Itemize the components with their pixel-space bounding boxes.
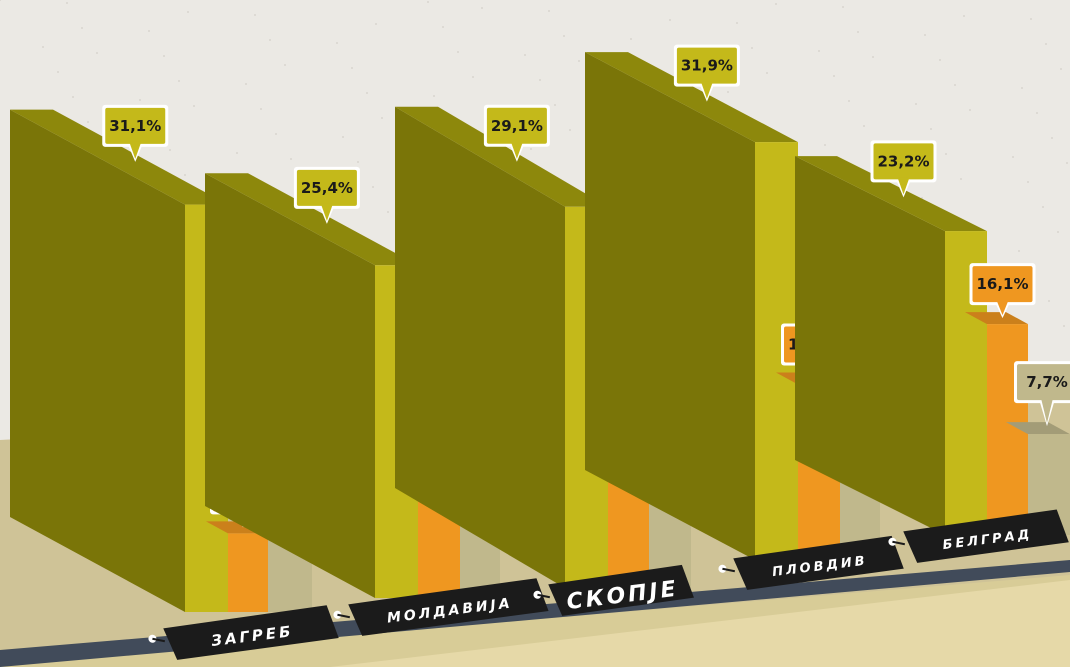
- texture-dot: [915, 103, 917, 105]
- texture-dot: [81, 27, 83, 29]
- texture-dot: [1036, 112, 1038, 114]
- texture-dot: [1063, 325, 1065, 327]
- texture-dot: [72, 96, 74, 98]
- texture-dot: [1018, 250, 1020, 252]
- texture-dot: [669, 19, 671, 21]
- texture-dot: [554, 104, 556, 106]
- texture-dot: [766, 72, 768, 74]
- texture-dot: [57, 71, 59, 73]
- texture-dot: [351, 67, 353, 69]
- texture-dot: [193, 105, 195, 107]
- texture-dot: [857, 31, 859, 33]
- label-orange-label: 16,1%: [976, 275, 1028, 293]
- texture-dot: [433, 95, 435, 97]
- texture-dot: [751, 47, 753, 49]
- texture-dot: [872, 56, 874, 58]
- texture-dot: [945, 153, 947, 155]
- texture-dot: [372, 186, 374, 188]
- texture-dot: [578, 60, 580, 62]
- label-beige-label: 7,7%: [1026, 373, 1068, 391]
- texture-dot: [863, 125, 865, 127]
- texture-dot: [569, 129, 571, 131]
- texture-dot: [457, 51, 459, 53]
- texture-dot: [1051, 137, 1053, 139]
- texture-dot: [42, 46, 44, 48]
- texture-dot: [775, 3, 777, 5]
- texture-dot: [1045, 43, 1047, 45]
- texture-dot: [548, 10, 550, 12]
- texture-dot: [833, 75, 835, 77]
- texture-dot: [290, 158, 292, 160]
- texture-dot: [924, 34, 926, 36]
- texture-dot: [375, 23, 377, 25]
- texture-dot: [427, 1, 429, 3]
- texture-dot: [148, 30, 150, 32]
- texture-dot: [1012, 156, 1014, 158]
- texture-dot: [1027, 181, 1029, 183]
- label-olive-label: 23,2%: [877, 152, 929, 170]
- texture-dot: [366, 92, 368, 94]
- texture-dot: [387, 211, 389, 213]
- texture-dot: [1030, 18, 1032, 20]
- texture-dot: [1021, 87, 1023, 89]
- texture-dot: [1042, 206, 1044, 208]
- texture-dot: [442, 26, 444, 28]
- texture-dot: [284, 64, 286, 66]
- texture-dot: [342, 136, 344, 138]
- texture-dot: [1057, 231, 1059, 233]
- texture-dot: [169, 149, 171, 151]
- texture-dot: [524, 54, 526, 56]
- texture-dot: [539, 79, 541, 81]
- texture-dot: [254, 14, 256, 16]
- texture-dot: [236, 152, 238, 154]
- label-olive-label: 29,1%: [491, 117, 543, 135]
- texture-dot: [530, 148, 532, 150]
- texture-dot: [260, 108, 262, 110]
- texture-dot: [139, 99, 141, 101]
- texture-dot: [960, 178, 962, 180]
- texture-dot: [818, 50, 820, 52]
- texture-dot: [66, 2, 68, 4]
- label-olive-label: 31,9%: [681, 57, 733, 75]
- texture-dot: [630, 38, 632, 40]
- texture-dot: [969, 109, 971, 111]
- texture-dot: [269, 39, 271, 41]
- texture-dot: [842, 6, 844, 8]
- bar-orange-front: [228, 533, 268, 612]
- texture-dot: [472, 76, 474, 78]
- texture-dot: [563, 35, 565, 37]
- texture-dot: [87, 121, 89, 123]
- label-olive-label: 25,4%: [301, 179, 353, 197]
- texture-dot: [481, 7, 483, 9]
- texture-dot: [824, 144, 826, 146]
- texture-dot: [939, 59, 941, 61]
- texture-dot: [178, 80, 180, 82]
- texture-dot: [930, 128, 932, 130]
- texture-dot: [184, 174, 186, 176]
- texture-dot: [336, 42, 338, 44]
- texture-dot: [1066, 162, 1068, 164]
- texture-dot: [963, 15, 965, 17]
- texture-dot: [1048, 300, 1050, 302]
- texture-dot: [357, 161, 359, 163]
- texture-dot: [1060, 68, 1062, 70]
- texture-dot: [381, 117, 383, 119]
- texture-dot: [187, 11, 189, 13]
- texture-dot: [848, 100, 850, 102]
- texture-dot: [275, 133, 277, 135]
- texture-dot: [163, 55, 165, 57]
- texture-dot: [0, 0, 1, 1]
- label-olive-label: 31,1%: [109, 117, 161, 135]
- texture-dot: [954, 84, 956, 86]
- texture-dot: [245, 83, 247, 85]
- texture-dot: [727, 91, 729, 93]
- category-group-4: 23,2% 16,1% 7,7%: [795, 140, 1070, 535]
- texture-dot: [736, 22, 738, 24]
- texture-dot: [96, 52, 98, 54]
